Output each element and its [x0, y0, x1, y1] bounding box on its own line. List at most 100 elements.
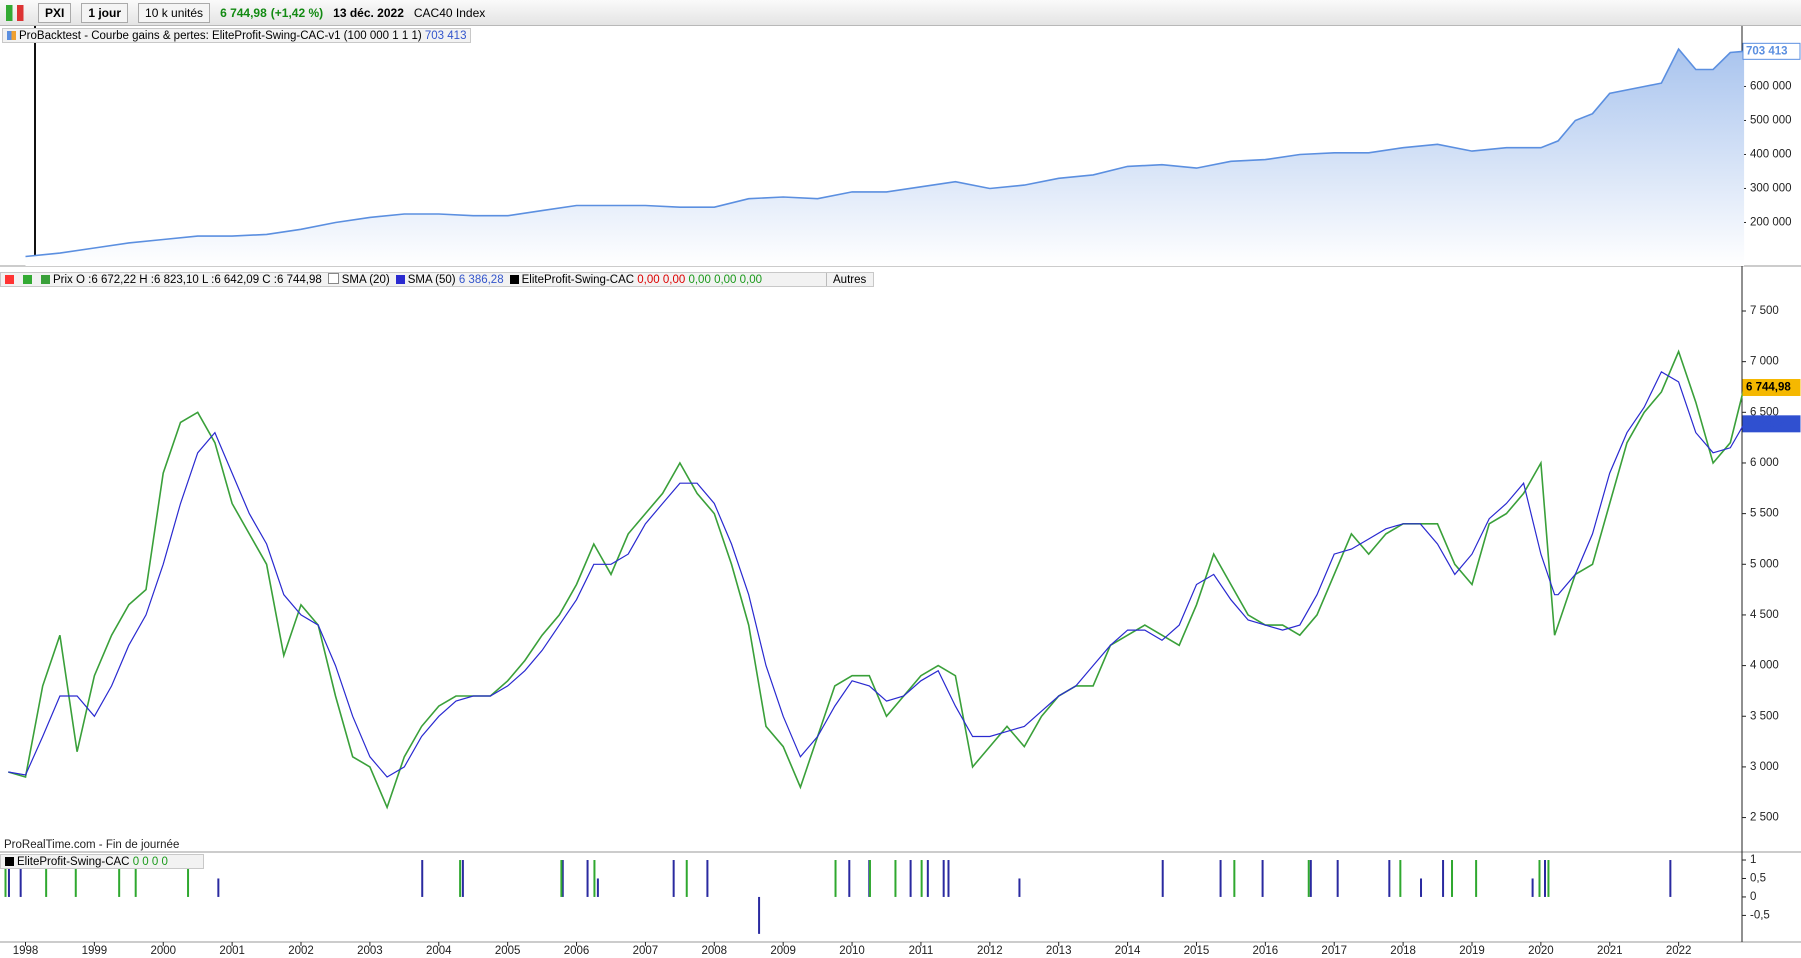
signal-bar [561, 860, 564, 897]
price-legend: Prix O :6 672,22 H :6 823,10 L :6 642,09… [0, 272, 874, 287]
signal-bar [1307, 860, 1310, 897]
area-fill [25, 49, 1745, 266]
signal-bar [1531, 878, 1534, 897]
y-tick-label: 0,5 [1750, 873, 1766, 885]
x-tick-label: 2003 [357, 945, 383, 957]
y-tick-label: 4 500 [1750, 609, 1779, 621]
chart: ProRealTime.com - Fin de journée 200 000… [0, 26, 1801, 957]
legend-title: ProBacktest - Courbe gains & pertes: Eli… [19, 30, 422, 42]
legend-value: 0,00 [739, 274, 763, 286]
signal-bar [1544, 860, 1547, 897]
instrument-name: CAC40 Index [413, 5, 486, 20]
more-button[interactable]: Autres [826, 273, 869, 286]
signal-bar [421, 860, 424, 897]
price: 6 744,98 [220, 5, 267, 20]
y-tick-label: 500 000 [1750, 115, 1792, 127]
signal-bar [758, 896, 761, 934]
signal-bar [1420, 878, 1423, 897]
price-box-label: 6 744,98 [1746, 382, 1791, 394]
signal-bar [593, 860, 596, 897]
signal-bar [1399, 860, 1402, 897]
signal-bar [1233, 860, 1236, 897]
signal-bar [920, 860, 923, 897]
y-tick-label: 6 000 [1750, 457, 1779, 469]
signal-bar [834, 860, 837, 897]
signal-bar [560, 860, 563, 897]
toolbar: PXI 1 jour 10 k unités 6 744,98 (+1,42 %… [0, 0, 1801, 26]
signal-bar [45, 860, 48, 897]
signal-bar [1309, 860, 1312, 897]
legend-ohlc: O :6 672,22 H :6 823,10 L :6 642,09 C :6… [76, 274, 322, 286]
signal-bar [459, 860, 462, 897]
legend-entry[interactable]: SMA (20) [341, 274, 390, 286]
y-tick-label: 1 [1750, 854, 1756, 866]
y-tick-label: 4 000 [1750, 660, 1779, 672]
annotation: ProRealTime.com - Fin de journée [4, 839, 179, 851]
legend-value: 703 413 [424, 30, 467, 42]
x-tick-label: 2004 [426, 945, 452, 957]
legend-entry[interactable]: EliteProfit-Swing-CAC [521, 274, 635, 286]
y-tick-label: 200 000 [1750, 217, 1792, 229]
signal-bar [4, 860, 7, 897]
signal-bar [1669, 860, 1672, 897]
legend-value: 0,00 [637, 274, 660, 286]
x-tick-label: 2012 [977, 945, 1003, 957]
signal-bar [848, 860, 851, 897]
x-tick-label: 2022 [1666, 945, 1692, 957]
signal-bar [1475, 860, 1478, 897]
x-tick-label: 2010 [839, 945, 865, 957]
signal-bar [868, 860, 871, 897]
signal-bar [1451, 860, 1454, 897]
y-tick-label: 5 000 [1750, 558, 1779, 570]
x-tick-label: 2014 [1115, 945, 1141, 957]
y-tick-label: 5 500 [1750, 508, 1779, 520]
x-tick-label: 2013 [1046, 945, 1072, 957]
y-tick-label: 3 000 [1750, 761, 1779, 773]
equity-legend: ProBacktest - Courbe gains & pertes: Eli… [2, 28, 472, 43]
price-box [1742, 415, 1801, 433]
price-box [1742, 378, 1801, 396]
signal-bar [1336, 860, 1339, 897]
signal-bar [1261, 860, 1264, 897]
signal-bar [1219, 860, 1222, 897]
signal-bar [894, 860, 897, 897]
x-tick-label: 2000 [150, 945, 176, 957]
legend-value: 0,00 [714, 274, 737, 286]
legend-entry[interactable]: SMA (50) [407, 274, 456, 286]
x-tick-label: 2009 [770, 945, 796, 957]
legend-value: 6 386,28 [458, 274, 504, 286]
period[interactable]: 1 jour [81, 2, 129, 23]
signal-bar [134, 860, 137, 897]
legend-value: 0 0 0 0 [132, 856, 168, 868]
symbol[interactable]: PXI [38, 2, 72, 23]
x-tick-label: 2006 [564, 945, 590, 957]
y-tick-label: -0,5 [1750, 909, 1770, 921]
date: 13 déc. 2022 [333, 5, 404, 20]
units[interactable]: 10 k unités [138, 2, 211, 23]
y-tick-label: 600 000 [1750, 81, 1792, 93]
signal-bar [947, 860, 950, 897]
x-tick-label: 2015 [1184, 945, 1210, 957]
signal-bar [596, 878, 599, 897]
price-line [8, 370, 1745, 778]
y-tick-label: 3 500 [1750, 710, 1779, 722]
y-tick-label: 0 [1750, 891, 1756, 903]
chart-icon[interactable] [6, 4, 28, 21]
signal-bar [217, 878, 220, 897]
x-tick-label: 2021 [1597, 945, 1623, 957]
y-tick-label: 300 000 [1750, 183, 1792, 195]
x-tick-label: 2011 [909, 945, 934, 957]
indicator-legend: EliteProfit-Swing-CAC 0 0 0 0 [0, 854, 204, 869]
signal-bar [586, 860, 589, 897]
signal-bar [74, 860, 77, 897]
signal-bar [909, 860, 912, 897]
y-tick-label: 7 000 [1750, 356, 1779, 368]
x-tick-label: 2019 [1459, 945, 1485, 957]
legend-value: 0,00 [688, 274, 711, 286]
y-tick-label: 7 500 [1750, 305, 1779, 317]
signal-bar [1388, 860, 1391, 897]
x-tick-label: 2002 [288, 945, 314, 957]
legend-entry[interactable]: Prix [53, 274, 73, 286]
signal-bar [1547, 860, 1550, 897]
